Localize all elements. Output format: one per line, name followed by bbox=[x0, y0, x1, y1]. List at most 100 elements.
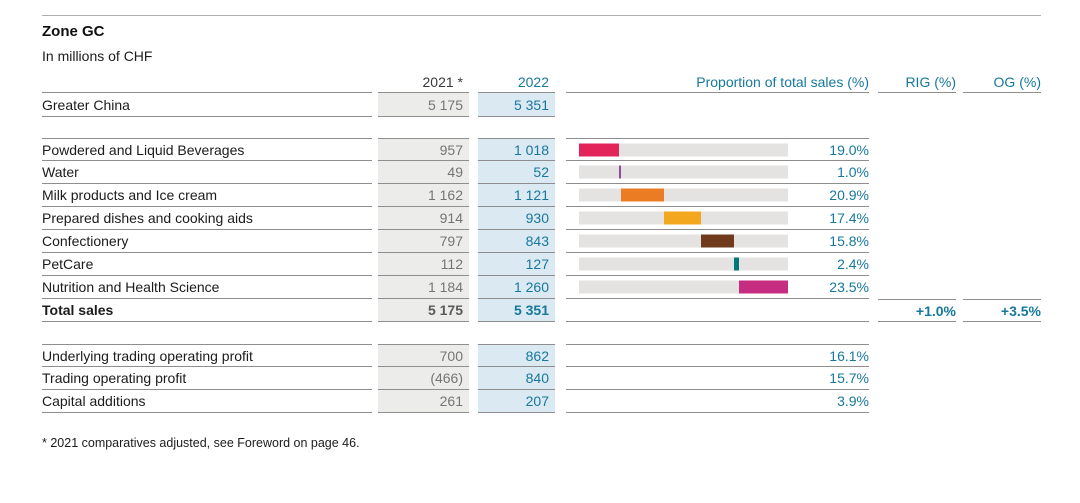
value-2021: 112 bbox=[378, 253, 469, 276]
value-2021: 1 184 bbox=[378, 276, 469, 299]
proportion-value: 19.0% bbox=[829, 141, 869, 158]
table-row: Capital additions 261 207 3.9% bbox=[42, 390, 1041, 413]
proportion-cell: 16.1% bbox=[566, 344, 869, 367]
value-2021: 261 bbox=[378, 390, 469, 413]
proportion-cell: 3.9% bbox=[566, 390, 869, 413]
value-2021: 914 bbox=[378, 207, 469, 230]
row-label: Total sales bbox=[42, 299, 372, 322]
proportion-track bbox=[579, 280, 788, 294]
row-label: Confectionery bbox=[42, 230, 372, 253]
value-2022: 5 351 bbox=[478, 93, 555, 117]
table-row: Underlying trading operating profit 700 … bbox=[42, 344, 1041, 367]
proportion-value: 1.0% bbox=[837, 164, 869, 180]
value-2022: 1 260 bbox=[478, 276, 555, 299]
proportion-cell: 17.4% bbox=[566, 207, 869, 230]
category-rows: Powdered and Liquid Beverages 957 1 018 … bbox=[42, 138, 1041, 299]
table-row: Nutrition and Health Science 1 184 1 260… bbox=[42, 276, 1041, 299]
row-label: Greater China bbox=[42, 93, 372, 117]
proportion-cell: 23.5% bbox=[566, 276, 869, 299]
proportion-track bbox=[579, 143, 788, 156]
proportion-bar bbox=[618, 165, 621, 179]
proportion-value: 23.5% bbox=[829, 279, 869, 295]
value-2022: 52 bbox=[478, 161, 555, 184]
value-2021: 797 bbox=[378, 230, 469, 253]
value-2022: 843 bbox=[478, 230, 555, 253]
proportion-value: 2.4% bbox=[837, 256, 869, 272]
proportion-cell: 1.0% bbox=[566, 161, 869, 184]
proportion-value: 15.7% bbox=[829, 370, 869, 386]
row-label: Capital additions bbox=[42, 390, 372, 413]
proportion-cell: 19.0% bbox=[566, 138, 869, 161]
units-subtitle: In millions of CHF bbox=[42, 48, 153, 64]
value-2021: (466) bbox=[378, 367, 469, 390]
row-label: Trading operating profit bbox=[42, 367, 372, 390]
table-row: Prepared dishes and cooking aids 914 930… bbox=[42, 207, 1041, 230]
value-2022: 1 018 bbox=[478, 138, 555, 161]
table-row: Water 49 52 1.0% bbox=[42, 161, 1041, 184]
value-2021: 957 bbox=[378, 138, 469, 161]
footnote: * 2021 comparatives adjusted, see Forewo… bbox=[42, 436, 360, 450]
proportion-cell: 2.4% bbox=[566, 253, 869, 276]
value-2022: 862 bbox=[478, 344, 555, 367]
financial-rows: Underlying trading operating profit 700 … bbox=[42, 344, 1041, 413]
table-row: Trading operating profit (466) 840 15.7% bbox=[42, 367, 1041, 390]
proportion-bar bbox=[700, 234, 734, 248]
table-row: Confectionery 797 843 15.8% bbox=[42, 230, 1041, 253]
rig-value: +1.0% bbox=[878, 299, 956, 322]
proportion-cell: 15.8% bbox=[566, 230, 869, 253]
total-sales-row: Total sales 5 175 5 351 +1.0% +3.5% bbox=[42, 299, 1041, 322]
header-2022: 2022 bbox=[478, 72, 555, 93]
value-2021: 49 bbox=[378, 161, 469, 184]
table-row: Milk products and Ice cream 1 162 1 121 … bbox=[42, 184, 1041, 207]
value-2022: 127 bbox=[478, 253, 555, 276]
value-2021: 1 162 bbox=[378, 184, 469, 207]
proportion-value: 16.1% bbox=[829, 347, 869, 364]
og-value: +3.5% bbox=[963, 299, 1041, 322]
row-label: PetCare bbox=[42, 253, 372, 276]
row-label: Underlying trading operating profit bbox=[42, 344, 372, 367]
proportion-cell: 20.9% bbox=[566, 184, 869, 207]
proportion-bar bbox=[664, 211, 701, 225]
value-2021: 5 175 bbox=[378, 299, 469, 322]
row-label: Milk products and Ice cream bbox=[42, 184, 372, 207]
section-gap bbox=[42, 322, 1041, 344]
proportion-track bbox=[579, 234, 788, 248]
proportion-value: 15.8% bbox=[829, 233, 869, 249]
value-2022: 207 bbox=[478, 390, 555, 413]
value-2021: 5 175 bbox=[378, 93, 469, 117]
zone-summary-row: Greater China 5 175 5 351 bbox=[42, 93, 1041, 117]
top-divider bbox=[42, 15, 1041, 16]
table-row: PetCare 112 127 2.4% bbox=[42, 253, 1041, 276]
header-rig: RIG (%) bbox=[878, 72, 956, 93]
page-title: Zone GC bbox=[42, 23, 105, 40]
proportion-value: 3.9% bbox=[837, 393, 869, 409]
header-proportion: Proportion of total sales (%) bbox=[566, 72, 869, 93]
value-2022: 5 351 bbox=[478, 299, 555, 322]
header-label-cell bbox=[42, 72, 372, 93]
section-gap bbox=[42, 117, 1041, 138]
header-2021: 2021 * bbox=[378, 72, 469, 93]
proportion-value: 17.4% bbox=[829, 210, 869, 226]
proportion-track bbox=[579, 165, 788, 179]
row-label: Water bbox=[42, 161, 372, 184]
proportion-bar bbox=[733, 257, 739, 271]
proportion-track bbox=[579, 257, 788, 271]
row-label: Powdered and Liquid Beverages bbox=[42, 138, 372, 161]
proportion-bar bbox=[620, 188, 665, 202]
value-2022: 840 bbox=[478, 367, 555, 390]
proportion-bar bbox=[579, 143, 619, 156]
proportion-track bbox=[579, 211, 788, 225]
value-2022: 1 121 bbox=[478, 184, 555, 207]
proportion-cell: 15.7% bbox=[566, 367, 869, 390]
proportion-track bbox=[579, 188, 788, 202]
row-label: Prepared dishes and cooking aids bbox=[42, 207, 372, 230]
table-header: 2021 * 2022 Proportion of total sales (%… bbox=[42, 72, 1041, 93]
header-og: OG (%) bbox=[963, 72, 1041, 93]
value-2022: 930 bbox=[478, 207, 555, 230]
table-row: Powdered and Liquid Beverages 957 1 018 … bbox=[42, 138, 1041, 161]
row-label: Nutrition and Health Science bbox=[42, 276, 372, 299]
proportion-value: 20.9% bbox=[829, 187, 869, 203]
proportion-bar bbox=[738, 280, 788, 294]
value-2021: 700 bbox=[378, 344, 469, 367]
